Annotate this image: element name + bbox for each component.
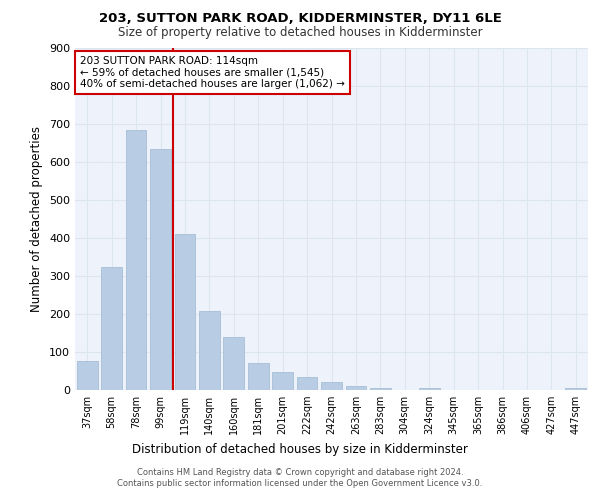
Y-axis label: Number of detached properties: Number of detached properties bbox=[31, 126, 43, 312]
Text: Contains HM Land Registry data © Crown copyright and database right 2024.
Contai: Contains HM Land Registry data © Crown c… bbox=[118, 468, 482, 487]
Bar bbox=[125, 130, 146, 390]
Bar bbox=[101, 268, 122, 390]
Bar bbox=[346, 386, 367, 390]
Bar bbox=[248, 364, 269, 390]
Bar bbox=[272, 372, 293, 390]
Bar bbox=[223, 336, 244, 390]
Text: Distribution of detached houses by size in Kidderminster: Distribution of detached houses by size … bbox=[132, 442, 468, 456]
Bar bbox=[370, 388, 391, 390]
Bar bbox=[419, 388, 440, 390]
Text: Size of property relative to detached houses in Kidderminster: Size of property relative to detached ho… bbox=[118, 26, 482, 39]
Text: 203 SUTTON PARK ROAD: 114sqm
← 59% of detached houses are smaller (1,545)
40% of: 203 SUTTON PARK ROAD: 114sqm ← 59% of de… bbox=[80, 56, 345, 90]
Bar bbox=[296, 378, 317, 390]
Bar bbox=[199, 311, 220, 390]
Bar bbox=[150, 150, 171, 390]
Bar bbox=[175, 234, 196, 390]
Bar bbox=[321, 382, 342, 390]
Text: 203, SUTTON PARK ROAD, KIDDERMINSTER, DY11 6LE: 203, SUTTON PARK ROAD, KIDDERMINSTER, DY… bbox=[98, 12, 502, 26]
Bar bbox=[77, 362, 98, 390]
Bar bbox=[565, 388, 586, 390]
